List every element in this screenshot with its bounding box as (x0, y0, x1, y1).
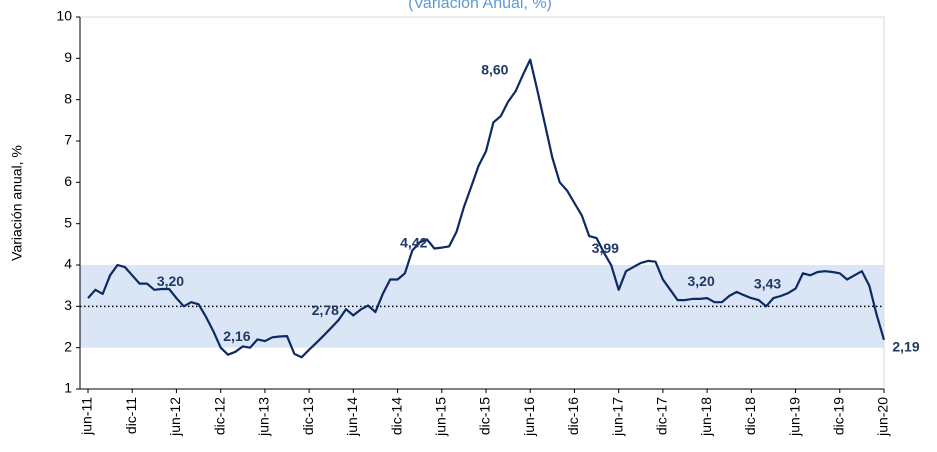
y-tick-label: 5 (64, 214, 72, 230)
x-tick-label: jun-16 (521, 397, 537, 437)
y-tick-label: 3 (64, 297, 72, 313)
x-tick-label: jun-19 (786, 397, 802, 437)
x-tick-label: jun-20 (875, 397, 891, 437)
chart-title: (Variación Anual, %) (408, 0, 552, 12)
x-tick-label: dic-19 (830, 397, 846, 435)
value-label: 2,78 (312, 302, 339, 318)
value-label: 4,42 (400, 234, 427, 250)
x-tick-label: jun-12 (167, 397, 183, 437)
y-tick-label: 2 (64, 338, 72, 354)
y-tick-label: 10 (56, 8, 72, 24)
value-label: 3,43 (754, 275, 781, 291)
y-axis-label: Variación anual, % (9, 145, 25, 261)
x-tick-label: jun-17 (609, 397, 625, 437)
x-tick-label: dic-16 (565, 397, 581, 435)
y-tick-label: 8 (64, 90, 72, 106)
x-tick-label: dic-15 (477, 397, 493, 435)
value-label: 3,99 (592, 240, 619, 256)
y-tick-label: 6 (64, 173, 72, 189)
value-label: 2,19 (892, 339, 919, 355)
x-tick-label: dic-12 (211, 397, 227, 435)
y-tick-label: 4 (64, 256, 72, 272)
x-tick-label: dic-11 (123, 397, 139, 434)
x-tick-label: dic-17 (654, 397, 670, 435)
x-tick-label: jun-18 (698, 397, 714, 437)
y-tick-label: 9 (64, 49, 72, 65)
x-tick-label: jun-11 (79, 397, 95, 436)
x-tick-label: dic-18 (742, 397, 758, 435)
x-tick-label: jun-14 (344, 397, 360, 437)
value-label: 8,60 (481, 62, 508, 78)
x-tick-label: dic-13 (300, 397, 316, 435)
x-tick-label: dic-14 (388, 397, 404, 435)
x-tick-label: jun-13 (256, 397, 272, 437)
y-tick-label: 1 (64, 380, 72, 396)
value-label: 2,16 (223, 328, 250, 344)
value-label: 3,20 (157, 273, 184, 289)
line (87, 58, 886, 359)
y-tick-label: 7 (64, 132, 72, 148)
value-label: 3,20 (687, 273, 714, 289)
x-tick-label: jun-15 (432, 397, 448, 437)
